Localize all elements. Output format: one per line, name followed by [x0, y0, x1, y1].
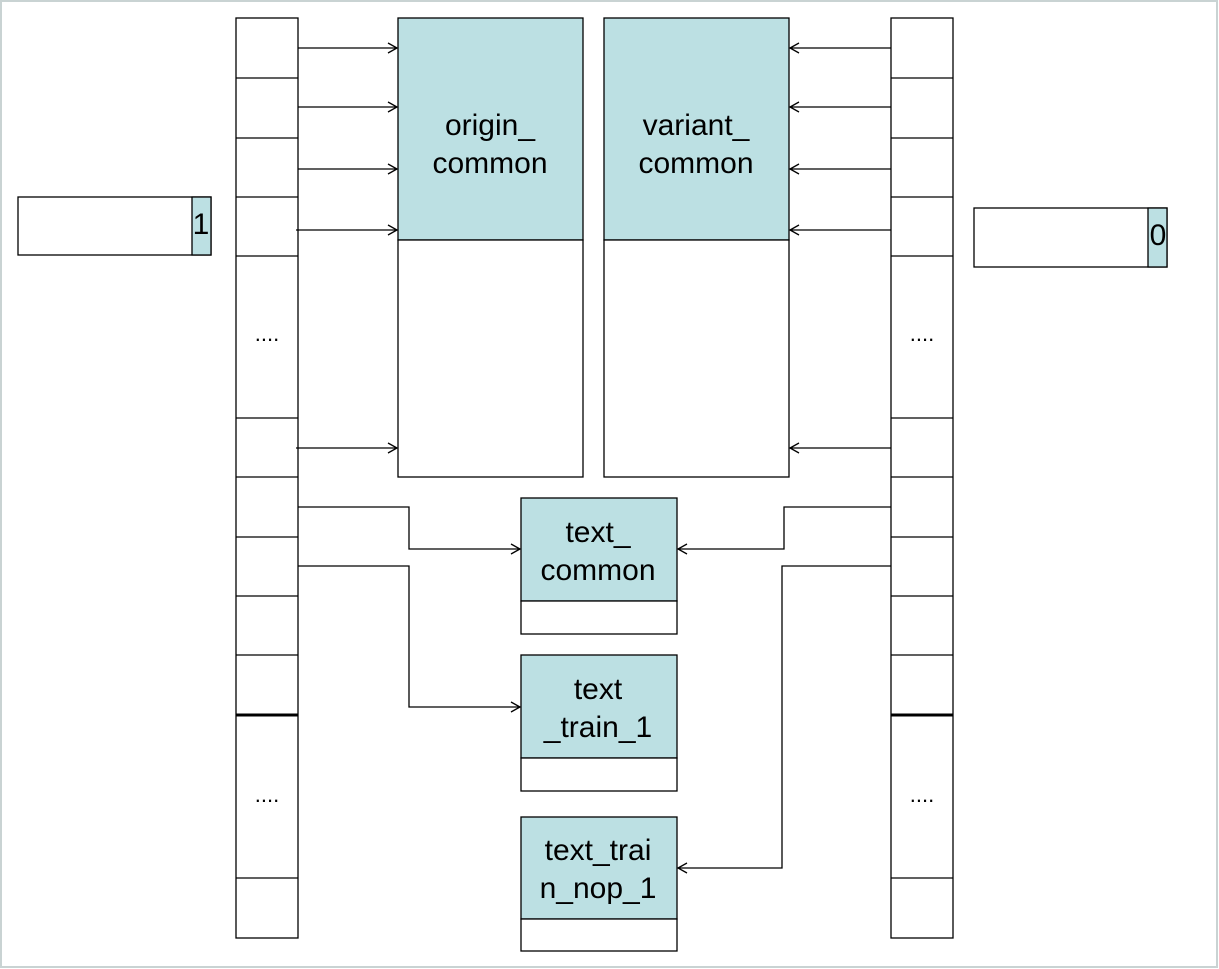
- left-table-ellipsis-upper: ....: [255, 321, 279, 346]
- left-table-outline: [235, 17, 299, 939]
- text-train-nop-1-header: [520, 816, 678, 920]
- right-register-value: 0: [1150, 219, 1167, 252]
- text-common-block: text_ common: [520, 497, 678, 635]
- left-table-ellipsis-lower: ....: [255, 782, 279, 807]
- left-register-bit: [191, 196, 212, 256]
- text-train-nop-1-label-line1: text_trai: [545, 834, 652, 867]
- variant-common-shared-area: [603, 17, 790, 241]
- variant-common-block: variant_ common: [603, 17, 790, 478]
- text-train-nop-1-label-line2: n_nop_1: [540, 872, 657, 905]
- arrow-right-to-text-train-nop-1: [676, 565, 891, 874]
- right-table-outline: [890, 17, 954, 939]
- text-train-1-footer: [520, 757, 678, 792]
- arrow-right-to-text-common: [676, 506, 891, 555]
- text-train-1-block: text _train_1: [520, 654, 678, 792]
- origin-common-shared-area: [397, 17, 584, 241]
- variant-common-label-line2: common: [638, 147, 753, 180]
- origin-common-private-area: [397, 239, 584, 478]
- arrow-left-to-text-train-1: [298, 565, 522, 713]
- left-page-table: .... ....: [235, 17, 299, 939]
- arrow-left-to-text-common: [298, 506, 522, 555]
- text-train-nop-1-block: text_trai n_nop_1: [520, 816, 678, 952]
- text-train-1-label-line2: _train_1: [543, 711, 652, 744]
- text-common-header: [520, 497, 678, 602]
- origin-common-label-line2: common: [432, 147, 547, 180]
- right-table-ellipsis-lower: ....: [910, 782, 934, 807]
- variant-common-private-area: [603, 239, 790, 478]
- left-register-body: [17, 196, 212, 256]
- origin-common-block: origin_ common: [397, 17, 584, 478]
- left-mapping-arrows: [296, 42, 522, 713]
- text-train-1-header: [520, 654, 678, 759]
- right-register-bit: [1147, 207, 1168, 268]
- right-register: 0: [973, 207, 1168, 268]
- text-common-footer: [520, 600, 678, 635]
- origin-common-label-line1: origin_: [445, 109, 536, 142]
- text-train-1-label-line1: text: [574, 673, 623, 706]
- variant-common-label-line1: variant_: [643, 109, 751, 142]
- right-register-body: [973, 207, 1168, 268]
- right-page-table: .... ....: [890, 17, 954, 939]
- right-mapping-arrows: [676, 42, 891, 874]
- text-common-label-line1: text_: [565, 516, 631, 549]
- text-train-nop-1-footer: [520, 918, 678, 952]
- text-common-label-line2: common: [540, 554, 655, 587]
- left-register-value: 1: [193, 208, 210, 241]
- left-register: 1: [17, 196, 212, 256]
- right-table-ellipsis-upper: ....: [910, 321, 934, 346]
